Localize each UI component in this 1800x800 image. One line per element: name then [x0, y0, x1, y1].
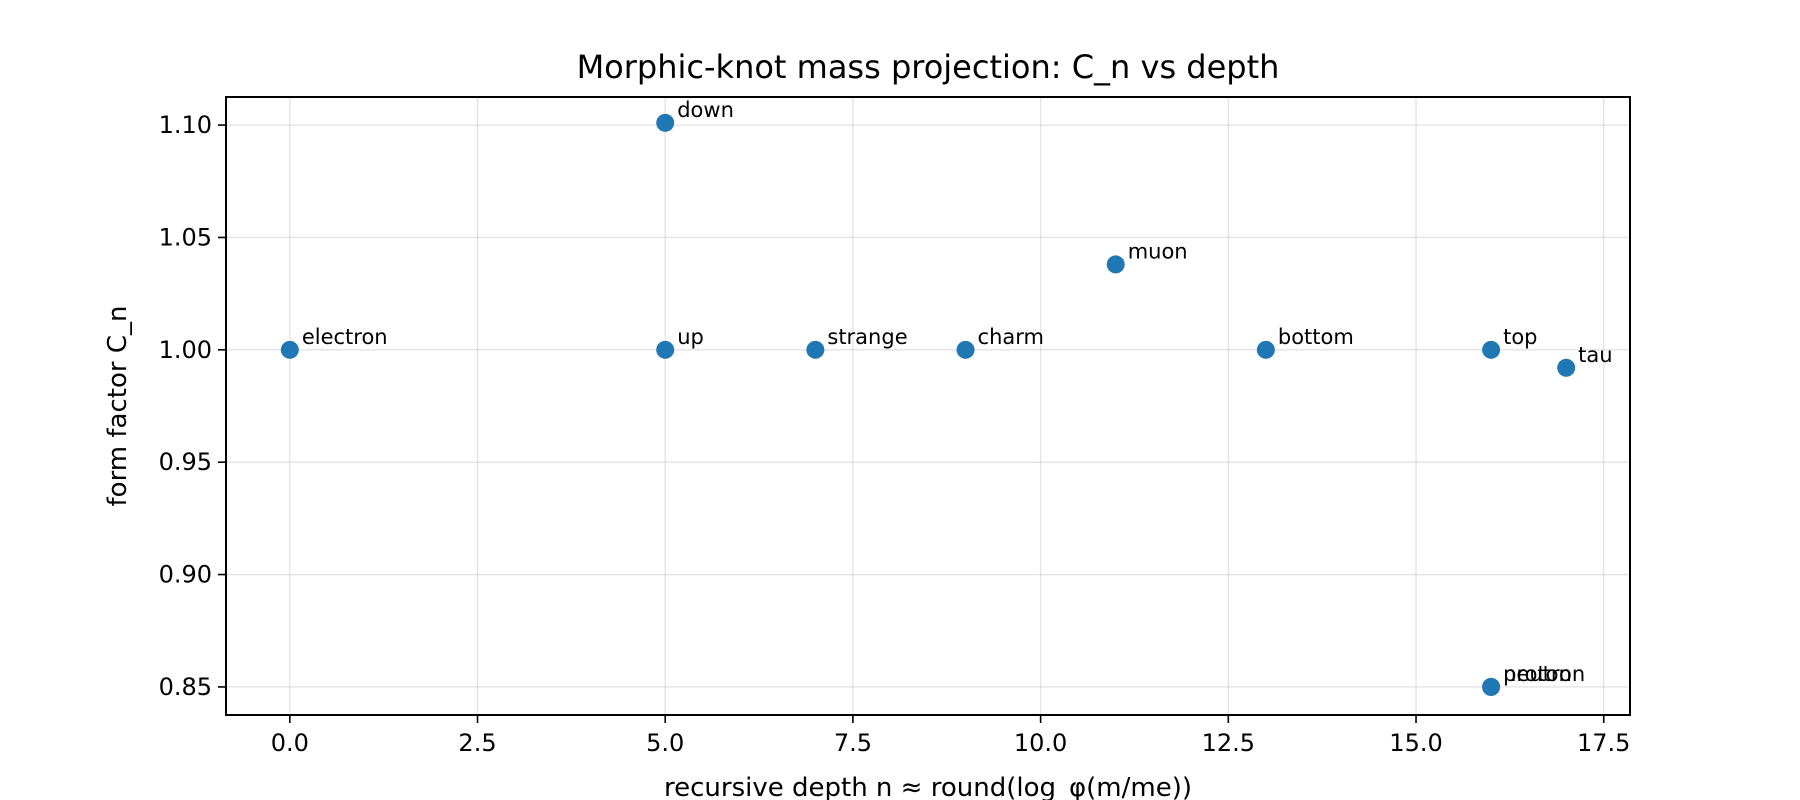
y-tick-label: 1.05 [159, 223, 212, 251]
data-point-label: charm [978, 325, 1044, 349]
x-tick-label: 0.0 [271, 729, 309, 757]
data-point-label: muon [1128, 239, 1188, 263]
y-tick-label: 1.10 [159, 111, 212, 139]
y-tick-label: 1.00 [159, 336, 212, 364]
plot-frame [225, 96, 1631, 716]
point-labels: electron down up strange charm muon bottom top t… [302, 98, 1613, 686]
x-axis-ticks: 0.0 2.5 5.0 7.5 10.0 12.5 15.0 17.5 [271, 715, 1630, 757]
y-tick-label: 0.95 [159, 448, 212, 476]
x-tick-label: 7.5 [834, 729, 872, 757]
data-point-label: bottom [1278, 325, 1354, 349]
data-point [956, 340, 975, 359]
data-point [806, 340, 825, 359]
data-point [280, 340, 299, 359]
data-point-label: strange [827, 325, 907, 349]
x-tick-label: 5.0 [646, 729, 684, 757]
x-tick-label: 10.0 [1014, 729, 1067, 757]
x-tick-label: 17.5 [1577, 729, 1630, 757]
data-point-label: up [677, 325, 704, 349]
y-tick-label: 0.85 [159, 673, 212, 701]
y-axis-label: form factor C_n [103, 306, 133, 507]
data-point [1106, 255, 1125, 274]
data-point-label: top [1503, 325, 1537, 349]
data-point [656, 340, 675, 359]
data-point-label: tau [1578, 343, 1612, 367]
data-point [1482, 340, 1501, 359]
data-point-label: neutron [1503, 662, 1585, 686]
data-point [656, 113, 675, 132]
y-tick-label: 0.90 [159, 561, 212, 589]
x-tick-label: 2.5 [458, 729, 496, 757]
y-axis-ticks: 0.85 0.90 0.95 1.00 1.05 1.10 [159, 111, 226, 701]
data-point [1557, 358, 1576, 377]
data-point [1482, 677, 1501, 696]
x-tick-label: 15.0 [1389, 729, 1442, 757]
data-point-label: proton [1503, 662, 1572, 686]
x-axis-label: recursive depth n ≈ round(log_φ(m/me)) [664, 773, 1192, 800]
data-point [1256, 340, 1275, 359]
x-tick-label: 12.5 [1202, 729, 1255, 757]
grid [226, 97, 1630, 715]
chart-title: Morphic-knot mass projection: C_n vs dep… [577, 48, 1280, 86]
data-points [280, 113, 1576, 696]
data-point-label: down [677, 98, 734, 122]
data-point-label: electron [302, 325, 388, 349]
